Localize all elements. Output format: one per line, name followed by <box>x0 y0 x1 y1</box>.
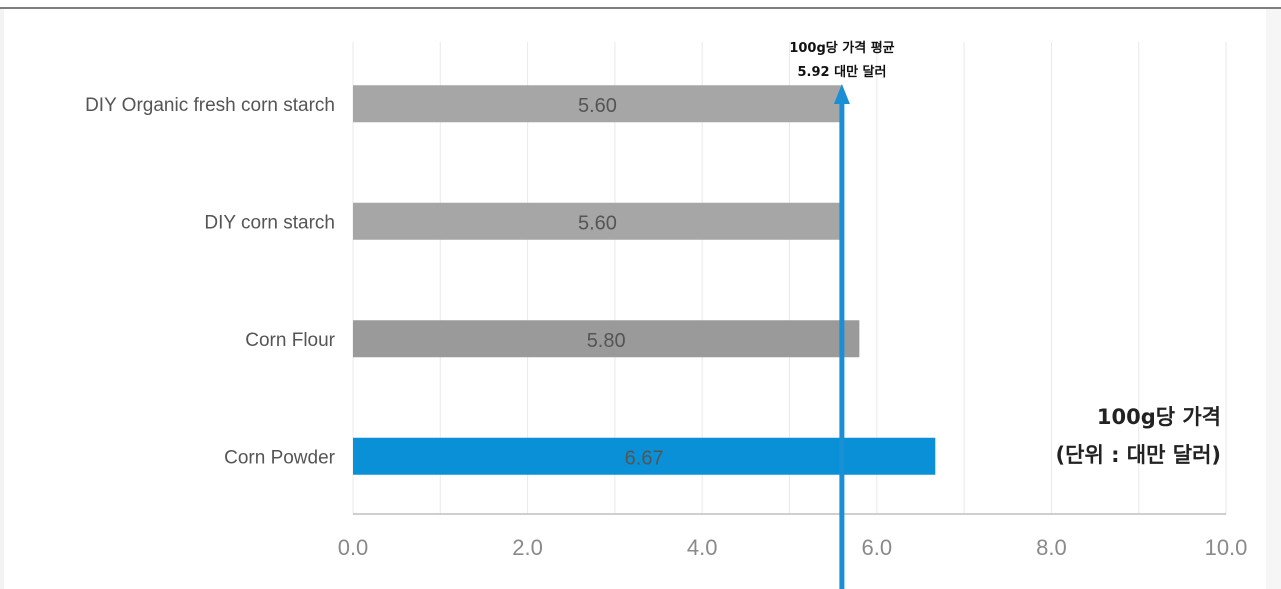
category-label: Corn Flour <box>245 330 335 351</box>
value-labels: 5.60 5.60 5.80 6.67 <box>578 95 664 470</box>
average-label-line2: 5.92 대만 달러 <box>798 64 887 80</box>
bars <box>353 85 936 475</box>
x-tick-label: 2.0 <box>512 535 543 560</box>
value-label: 5.60 <box>578 212 617 234</box>
value-label: 5.60 <box>578 95 617 117</box>
bar <box>353 85 842 123</box>
category-label: DIY corn starch <box>204 212 335 233</box>
x-tick-label: 10.0 <box>1205 535 1248 560</box>
x-tick-label: 0.0 <box>338 535 369 560</box>
x-tick-labels: 0.0 2.0 4.0 6.0 8.0 10.0 <box>338 535 1248 560</box>
category-label: Corn Powder <box>224 447 336 468</box>
value-label: 5.80 <box>587 330 626 352</box>
left-border <box>0 9 4 589</box>
average-label-line1: 100g당 가격 평균 <box>789 40 894 56</box>
bar <box>353 202 842 240</box>
category-label: DIY Organic fresh corn starch <box>85 95 335 116</box>
x-tick-label: 4.0 <box>687 535 718 560</box>
unit-note-line2: (단위 : 대만 달러) <box>1056 443 1221 467</box>
bar <box>353 437 936 475</box>
value-label: 6.67 <box>625 447 664 469</box>
top-border <box>0 0 1281 9</box>
average-arrow-head <box>833 84 850 104</box>
right-border <box>1266 9 1281 589</box>
unit-note-line1: 100g당 가격 <box>1097 405 1221 429</box>
x-tick-label: 6.0 <box>862 535 893 560</box>
category-labels: DIY Organic fresh corn starch DIY corn st… <box>85 95 336 469</box>
bar <box>353 320 860 358</box>
x-tick-label: 8.0 <box>1036 535 1067 560</box>
average-marker <box>833 84 850 589</box>
